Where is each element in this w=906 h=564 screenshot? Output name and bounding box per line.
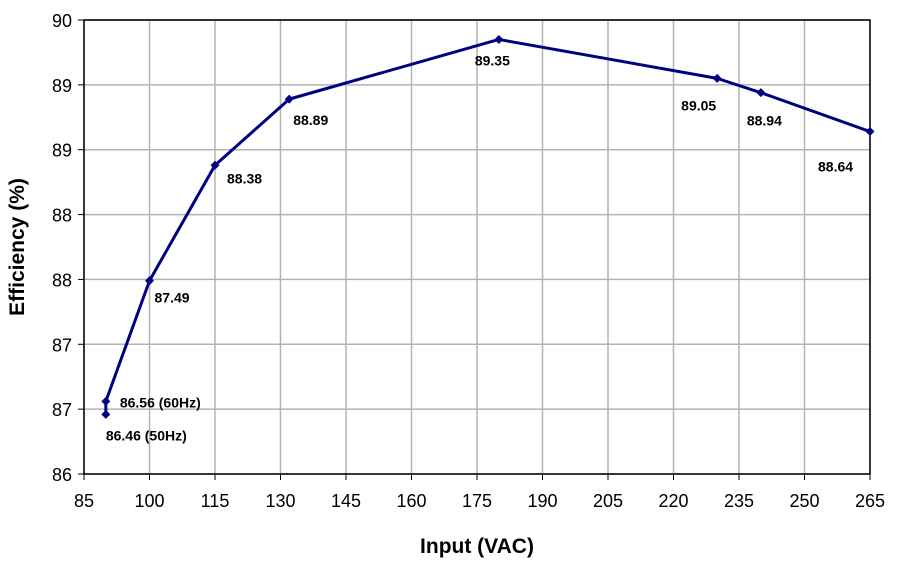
- data-label: 86.46 (50Hz): [106, 427, 187, 443]
- x-tick-label: 145: [331, 491, 361, 511]
- data-point-marker: [145, 276, 154, 286]
- data-label: 86.56 (60Hz): [120, 394, 201, 410]
- x-tick-label: 160: [396, 491, 426, 511]
- data-label: 87.49: [155, 290, 190, 306]
- data-point-marker: [494, 34, 504, 44]
- y-tick-label: 87: [52, 335, 72, 355]
- x-axis-title: Input (VAC): [420, 535, 534, 558]
- y-tick-label: 90: [52, 11, 72, 31]
- data-label: 88.94: [747, 113, 782, 129]
- data-label: 88.38: [227, 170, 262, 186]
- y-tick-label: 89: [52, 141, 72, 161]
- x-tick-label: 220: [658, 491, 688, 511]
- x-tick-label: 115: [201, 491, 230, 511]
- y-tick-label: 88: [52, 270, 72, 290]
- data-point-marker: [101, 396, 111, 406]
- data-point-marker: [284, 94, 294, 104]
- x-tick-label: 85: [74, 491, 94, 511]
- y-tick-label: 86: [52, 465, 72, 485]
- x-tick-label: 265: [855, 491, 885, 511]
- y-tick-label: 88: [52, 206, 72, 226]
- x-tick-label: 235: [724, 491, 754, 511]
- x-tick-label: 100: [134, 491, 164, 511]
- y-tick-label: 89: [52, 76, 72, 96]
- x-tick-label: 190: [527, 491, 557, 511]
- data-point-marker: [712, 73, 722, 83]
- y-axis-title: Efficiency (%): [6, 178, 29, 316]
- data-label: 88.89: [293, 112, 328, 128]
- data-label: 89.35: [475, 52, 510, 68]
- x-tick-label: 205: [593, 491, 623, 511]
- x-tick-label: 250: [789, 491, 819, 511]
- data-point-marker: [865, 127, 875, 137]
- series-line: [104, 37, 871, 415]
- data-label: 89.05: [681, 97, 716, 113]
- data-label: 88.64: [818, 159, 853, 175]
- plot-area: [83, 19, 871, 475]
- data-point-marker: [756, 88, 766, 98]
- x-tick-label: 175: [462, 491, 492, 511]
- data-point-marker: [210, 160, 220, 170]
- x-tick-label: 130: [265, 491, 295, 511]
- data-point-marker: [101, 409, 111, 419]
- y-tick-label: 87: [52, 400, 72, 420]
